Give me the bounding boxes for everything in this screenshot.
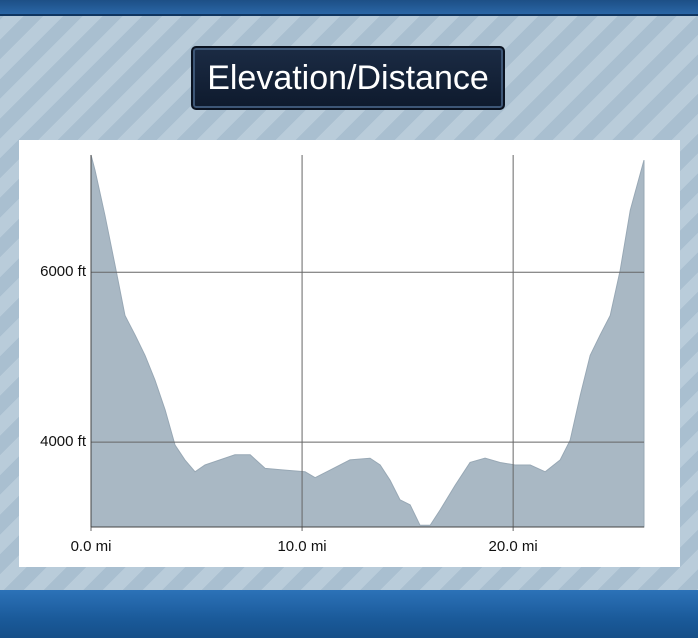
top-bar	[0, 0, 698, 16]
chart: 4000 ft 6000 ft 0.0 mi 10.0 mi 20.0 mi	[40, 154, 645, 555]
bottom-bar	[0, 590, 698, 638]
x-tick-label: 0.0 mi	[71, 538, 112, 555]
elevation-area	[90, 154, 645, 528]
chart-title[interactable]: Elevation/Distance	[191, 46, 505, 110]
y-tick-label: 4000 ft	[40, 433, 87, 450]
x-tick-label: 10.0 mi	[277, 538, 326, 555]
x-tick-label: 20.0 mi	[489, 538, 538, 555]
y-tick-label: 6000 ft	[40, 263, 87, 280]
